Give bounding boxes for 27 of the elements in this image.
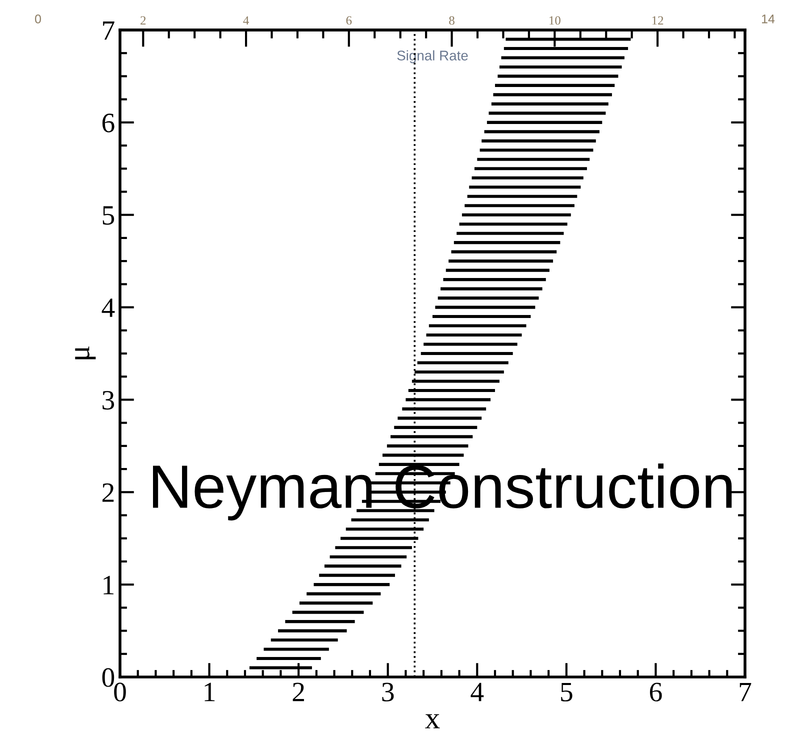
x-axis-title: x [425,714,440,728]
text: 14 [762,14,775,24]
x2-tick-label: 12 [652,16,664,25]
y-tick-label: 0 [102,668,114,687]
x-tick-label: 6 [650,682,662,702]
y-tick-label: 1 [104,576,114,594]
y-axis-title: μ [75,346,96,360]
y-tick-label: 5 [102,206,114,225]
x2-axis-title: Signal Rate [397,50,468,64]
y-tick-label: 7 [103,21,114,40]
x-tick-label: 3 [382,682,394,702]
x-tick-label: 5 [561,682,572,702]
y-tick-label: 6 [102,114,114,132]
text: 0 [35,14,41,24]
annotation: Neyman Construction [153,464,732,520]
y-tick-label: 4 [102,298,115,317]
x2-tick-label: 10 [550,16,560,25]
x-tick-label: 4 [470,682,484,702]
x-tick-label: 1 [204,682,215,702]
x-tick-label: 7 [740,682,752,702]
y-tick-label: 2 [102,483,114,502]
y-tick-label: 3 [102,390,114,410]
x2-tick-label: 4 [243,16,249,25]
x-tick-label: 2 [292,682,304,702]
x2-tick-label: 8 [449,16,454,25]
x2-tick-label: 2 [140,16,146,25]
x2-tick-label: 6 [346,16,352,25]
